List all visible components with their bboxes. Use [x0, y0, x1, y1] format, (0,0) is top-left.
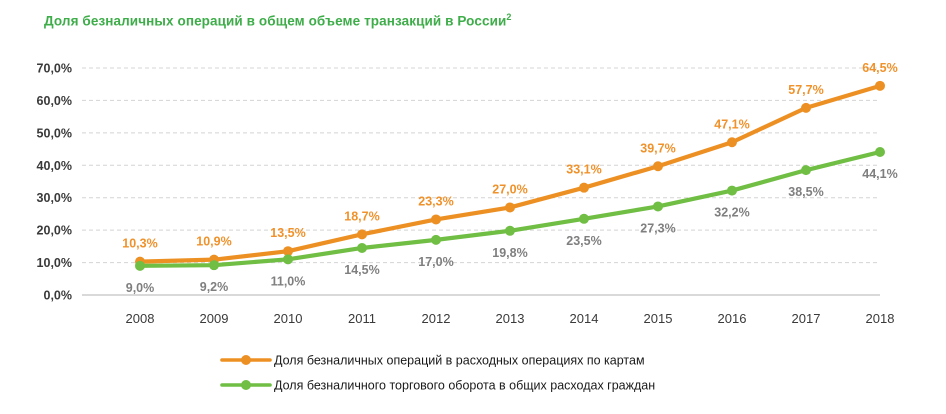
series-point	[283, 246, 293, 257]
data-label: 23,5%	[566, 234, 601, 248]
data-label: 17,0%	[418, 255, 453, 269]
data-label: 38,5%	[788, 185, 823, 199]
data-label: 57,7%	[788, 83, 823, 97]
data-label: 9,2%	[200, 280, 229, 294]
data-label: 10,9%	[196, 235, 231, 249]
data-label: 44,1%	[862, 167, 897, 181]
y-axis-tick-label: 50,0%	[37, 126, 72, 140]
series-point	[727, 185, 737, 196]
series-lines	[137, 83, 883, 268]
data-label: 18,7%	[344, 209, 379, 223]
data-label: 9,0%	[126, 281, 155, 295]
series-point	[579, 213, 589, 224]
series-point	[653, 201, 663, 212]
x-axis-tick-label: 2014	[570, 311, 599, 326]
x-axis-tick-label: 2018	[866, 311, 895, 326]
series-point	[727, 137, 737, 148]
data-label: 14,5%	[344, 263, 379, 277]
data-label: 13,5%	[270, 226, 305, 240]
chart-title: Доля безналичных операций в общем объеме…	[44, 12, 511, 29]
y-axis-tick-label: 0,0%	[44, 289, 73, 303]
data-label: 19,8%	[492, 246, 527, 260]
data-label: 64,5%	[862, 61, 897, 75]
series-point	[505, 225, 515, 236]
series-point	[653, 161, 663, 172]
series-point	[801, 102, 811, 113]
y-axis-tick-label: 10,0%	[37, 256, 72, 270]
x-axis-tick-labels: 2008 2009 2010 2011 2012 2013 2014 2015 2016 2017…	[126, 311, 895, 326]
data-label: 32,2%	[714, 206, 749, 220]
data-label: 11,0%	[271, 274, 306, 288]
legend-marker-dot	[241, 380, 251, 390]
x-axis-tick-label: 2010	[274, 311, 303, 326]
series-point	[357, 242, 367, 253]
legend-marker-dot	[241, 355, 251, 365]
series-point	[283, 254, 293, 265]
x-axis-tick-label: 2015	[644, 311, 673, 326]
x-axis-tick-label: 2012	[422, 311, 451, 326]
data-labels: 10,3% 10,9% 13,5% 18,7% 23,3% 27,0% 33,1% 39,7%…	[122, 61, 897, 295]
series-point	[431, 234, 441, 245]
series-point	[801, 165, 811, 176]
chart-legend: Доля безналичных операций в расходных оп…	[220, 354, 655, 393]
x-axis-tick-label: 2013	[496, 311, 525, 326]
chart-title-superscript: 2	[506, 12, 512, 22]
y-axis-tick-label: 20,0%	[37, 224, 72, 238]
y-axis-tick-label: 30,0%	[37, 191, 72, 205]
series-points	[135, 80, 885, 271]
y-axis-tick-label: 60,0%	[37, 94, 72, 108]
x-axis-tick-label: 2016	[718, 311, 747, 326]
data-label: 33,1%	[566, 163, 601, 177]
data-label: 10,3%	[122, 237, 157, 251]
data-label: 47,1%	[714, 117, 749, 131]
series-point	[431, 214, 441, 225]
series-point	[357, 229, 367, 240]
y-axis-tick-label: 40,0%	[37, 159, 72, 173]
data-label: 39,7%	[640, 141, 675, 155]
series-point	[209, 260, 219, 271]
x-axis-tick-label: 2008	[126, 311, 155, 326]
series-point	[135, 260, 145, 271]
y-axis-tick-label: 70,0%	[37, 62, 72, 76]
series-point	[579, 182, 589, 193]
legend-label: Доля безналичных операций в расходных оп…	[274, 354, 645, 368]
data-label: 27,3%	[640, 221, 675, 235]
series-point	[875, 146, 885, 157]
x-axis-tick-label: 2011	[348, 311, 376, 326]
x-axis-tick-label: 2009	[200, 311, 229, 326]
y-axis-tick-labels: 0,0% 10,0% 20,0% 30,0% 40,0% 50,0% 60,0% 70,0%	[37, 62, 72, 303]
data-label: 23,3%	[418, 194, 453, 208]
data-label: 27,0%	[492, 182, 527, 196]
series-point	[505, 202, 515, 213]
series-point	[875, 80, 885, 91]
chart-title-text: Доля безналичных операций в общем объеме…	[44, 13, 507, 29]
legend-label: Доля безналичного торгового оборота в об…	[274, 379, 655, 393]
x-axis-tick-label: 2017	[792, 311, 821, 326]
